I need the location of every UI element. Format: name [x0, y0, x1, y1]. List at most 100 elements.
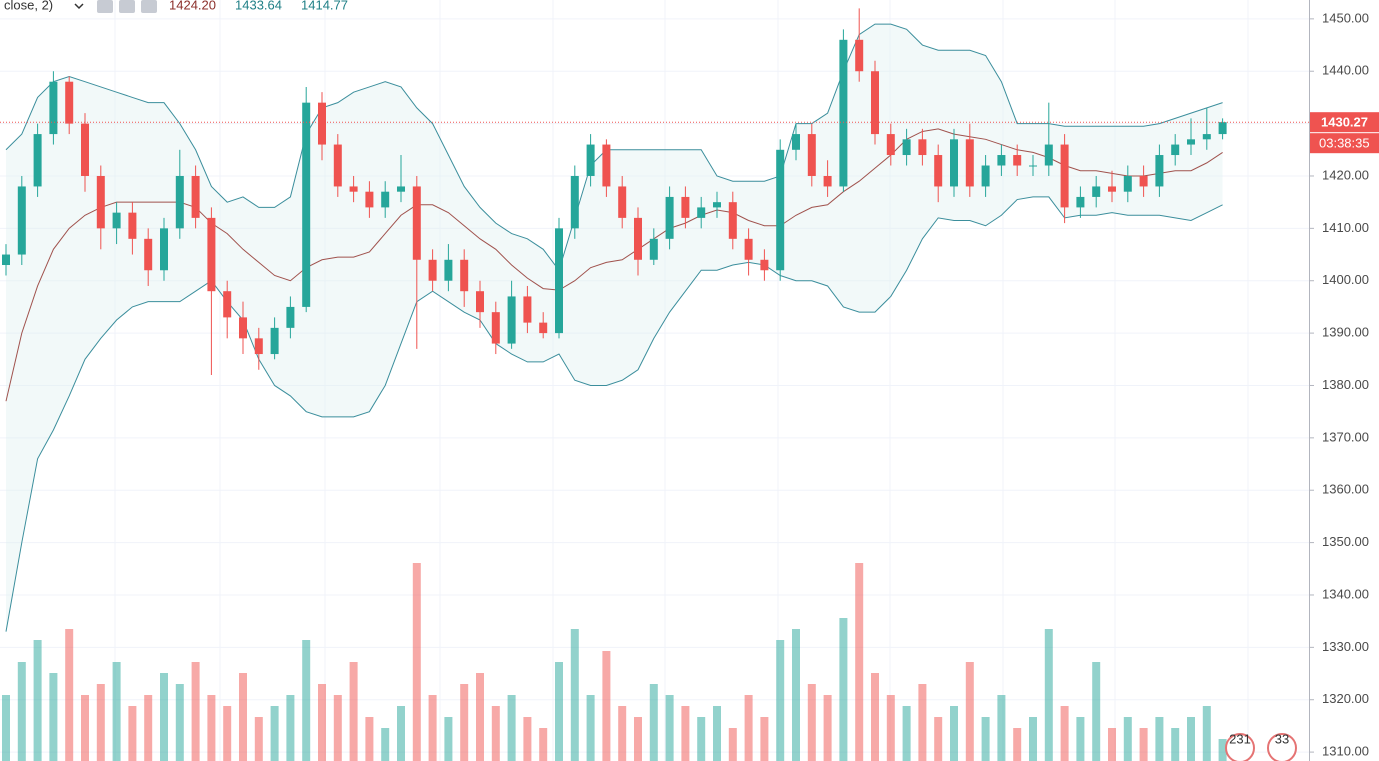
candle-body	[776, 149, 785, 271]
candle-body	[349, 186, 358, 192]
candle-body	[1139, 175, 1148, 187]
candle-body	[823, 175, 832, 187]
candle-body	[760, 259, 769, 271]
volume-bar	[902, 706, 911, 761]
countdown-label: 03:38:35	[1319, 136, 1370, 151]
candle-body	[254, 338, 263, 355]
volume-bar	[634, 717, 642, 761]
candle-body	[523, 296, 532, 323]
candle-body	[1013, 155, 1022, 166]
volume-bar	[397, 706, 405, 761]
settings-button[interactable]	[119, 0, 135, 13]
volume-bar	[65, 629, 74, 761]
volume-bar	[918, 684, 927, 761]
candle-body	[902, 139, 911, 156]
volume-bar	[713, 706, 721, 761]
volume-bar	[1013, 728, 1022, 761]
volume-bar	[1123, 717, 1132, 761]
legend-middle: 1424.20	[169, 0, 216, 12]
candle-body	[49, 81, 58, 135]
candle-body	[428, 259, 437, 281]
volume-bar	[49, 673, 58, 761]
y-tick-label: 1420.00	[1322, 167, 1369, 182]
volume-bar	[1108, 728, 1116, 761]
volume-bar	[381, 728, 390, 761]
candle-body	[634, 217, 642, 260]
volume-bar	[871, 673, 879, 761]
volume-bar	[555, 662, 563, 761]
volume-bar	[570, 629, 579, 761]
y-tick-label: 1440.00	[1322, 63, 1369, 78]
candle-body	[1060, 144, 1069, 208]
candle-body	[997, 155, 1006, 166]
volume-bar	[523, 717, 532, 761]
candle-body	[839, 39, 848, 187]
volume-bar	[318, 684, 326, 761]
candle-body	[728, 202, 737, 239]
y-tick-label: 1360.00	[1322, 482, 1369, 497]
event-badge	[1225, 733, 1255, 761]
candle-body	[2, 254, 10, 266]
y-tick-label: 1330.00	[1322, 639, 1369, 654]
volume-bar	[254, 717, 263, 761]
candle-body	[1044, 144, 1053, 166]
volume-bar	[1044, 629, 1053, 761]
candle-body	[586, 144, 595, 176]
candle-body	[491, 312, 500, 344]
volume-bar	[539, 728, 548, 761]
volume-bar	[460, 684, 469, 761]
y-tick-label: 1410.00	[1322, 220, 1369, 235]
candle-body	[81, 123, 89, 176]
y-tick-label: 1400.00	[1322, 272, 1369, 287]
volume-bar	[302, 640, 311, 761]
remove-button[interactable]	[141, 0, 157, 13]
volume-bar	[744, 695, 753, 761]
volume-bar	[981, 717, 990, 761]
volume-bar	[1060, 706, 1069, 761]
volume-bar	[681, 706, 690, 761]
candle-body	[144, 238, 153, 271]
event-label: 33	[1275, 731, 1289, 746]
volume-bar	[934, 717, 943, 761]
candle-body	[1187, 139, 1195, 145]
candle-body	[160, 228, 168, 271]
candle-body	[744, 238, 753, 260]
volume-bar	[823, 695, 832, 761]
volume-bar	[760, 717, 769, 761]
volume-bar	[649, 684, 658, 761]
candle-body	[476, 291, 484, 313]
candle-body	[223, 291, 232, 318]
volume-bar	[112, 662, 121, 761]
y-tick-label: 1370.00	[1322, 429, 1369, 444]
candle-body	[981, 165, 990, 187]
candle-body	[96, 175, 105, 229]
volume-bar	[2, 695, 10, 761]
y-tick-label: 1390.00	[1322, 325, 1369, 340]
candle-body	[618, 186, 627, 218]
volume-bar	[997, 695, 1006, 761]
y-tick-label: 1350.00	[1322, 534, 1369, 549]
volume-bar	[191, 662, 200, 761]
volume-bar	[1029, 717, 1037, 761]
volume-bar	[602, 651, 611, 761]
candle-body	[318, 102, 326, 145]
visibility-button[interactable]	[97, 0, 113, 13]
candle-body	[886, 134, 895, 156]
candle-body	[681, 196, 690, 218]
candle-body	[871, 71, 879, 135]
volume-bar	[1139, 728, 1148, 761]
dropdown-arrow[interactable]	[74, 3, 84, 10]
candle-body	[807, 134, 816, 176]
candle-body	[855, 39, 864, 72]
candle-body	[65, 81, 74, 124]
indicator-label: close, 2)	[4, 0, 53, 12]
candle-body	[286, 306, 295, 328]
candle-body	[412, 186, 421, 260]
candle-body	[792, 134, 800, 150]
volume-bar	[839, 618, 848, 761]
volume-bar	[223, 706, 232, 761]
plot: 231 33	[0, 0, 1309, 761]
